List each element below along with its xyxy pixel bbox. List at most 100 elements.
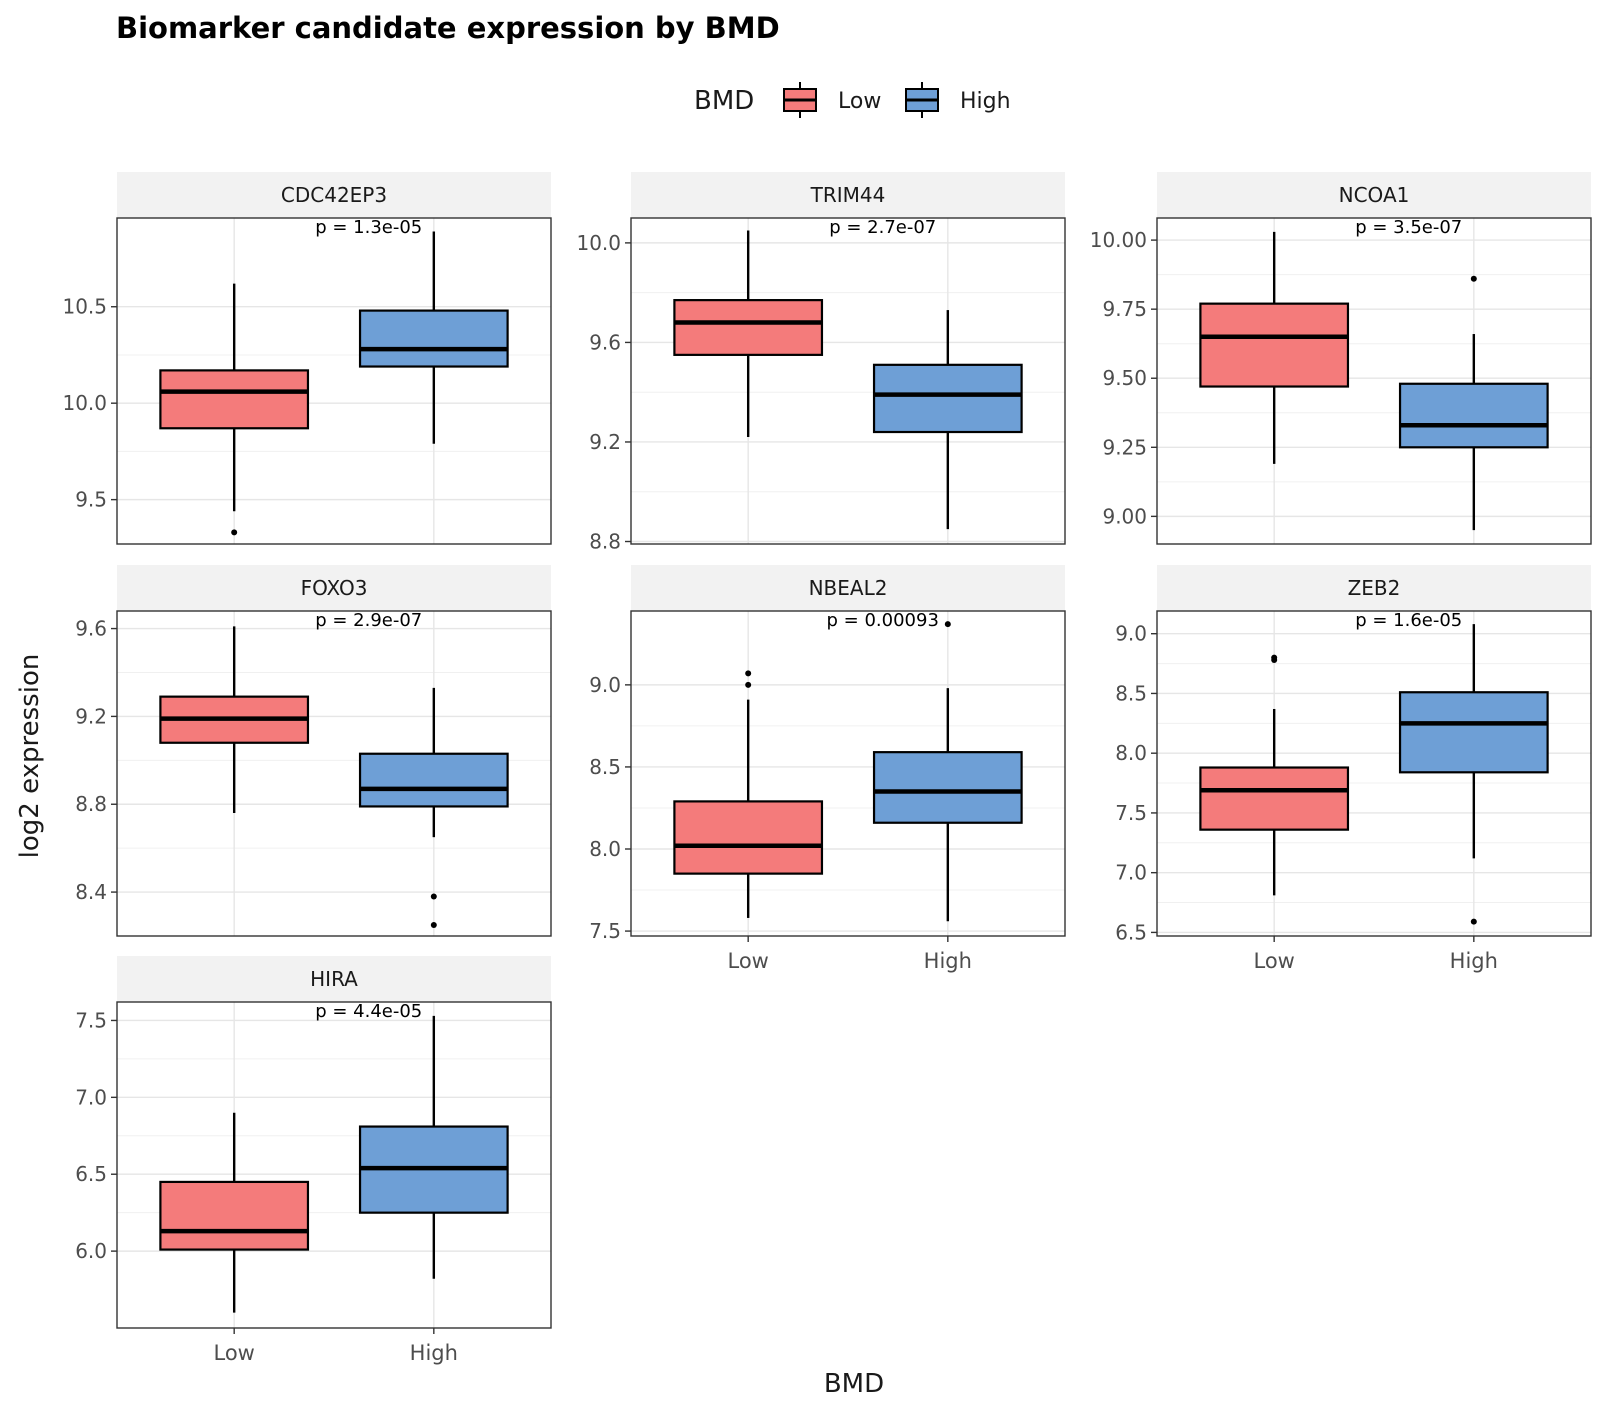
box-low — [1199, 654, 1350, 896]
outlier-point — [944, 621, 951, 628]
box-iqr — [358, 752, 509, 808]
panel-border — [116, 610, 552, 937]
panel-border — [630, 217, 1066, 545]
y-tick-label: 7.5 — [1115, 801, 1147, 825]
outlier-point — [745, 681, 752, 688]
y-tick-label: 8.0 — [589, 837, 621, 861]
panel-border — [1156, 610, 1592, 937]
x-tick-label: Low — [214, 1341, 255, 1365]
y-tick-label: 6.5 — [1115, 920, 1147, 944]
box-high — [358, 687, 509, 929]
box-high — [358, 231, 509, 444]
p-value-label: p = 1.6e-05 — [1355, 610, 1462, 631]
outlier-point — [231, 529, 238, 536]
p-value-label: p = 1.3e-05 — [315, 217, 422, 238]
outlier-point — [745, 670, 752, 677]
legend-label-low: Low — [838, 89, 881, 114]
box-low — [673, 230, 824, 437]
panel-border — [116, 1001, 552, 1329]
x-tick-label: Low — [728, 949, 769, 973]
y-tick-label: 8.0 — [1115, 741, 1147, 765]
facet-trim44: TRIM44 8.8 9.2 9.6 10.0 p = 2.7e-07 — [576, 172, 1066, 554]
legend-key-low — [783, 82, 817, 118]
legend-label-high: High — [960, 89, 1011, 114]
y-tick-label: 10.5 — [62, 295, 107, 319]
box-iqr — [1398, 382, 1549, 449]
box-iqr — [159, 369, 310, 430]
y-tick-label: 9.00 — [1102, 504, 1147, 528]
y-tick-label: 7.0 — [75, 1085, 107, 1109]
y-tick-label: 6.0 — [75, 1239, 107, 1263]
outlier-point — [1470, 275, 1477, 282]
facet-strip-label: HIRA — [310, 967, 358, 991]
box-low — [1199, 231, 1350, 464]
facet-strip — [631, 565, 1065, 611]
facet-strip-label: NCOA1 — [1339, 183, 1410, 207]
outlier-point — [430, 893, 437, 900]
box-iqr — [673, 800, 824, 875]
box-iqr — [872, 363, 1023, 434]
y-tick-label: 6.5 — [75, 1162, 107, 1186]
legend: BMD Low High — [694, 82, 1011, 118]
y-tick-label: 9.6 — [75, 617, 107, 641]
y-axis-title: log2 expression — [15, 654, 45, 859]
facet-strip — [117, 565, 551, 611]
legend-key-high — [905, 82, 939, 118]
y-tick-label: 7.0 — [1115, 861, 1147, 885]
box-low — [673, 670, 824, 918]
panel-border — [116, 217, 552, 545]
y-tick-label: 8.5 — [589, 755, 621, 779]
facet-strip — [117, 172, 551, 218]
facet-strip — [1157, 565, 1591, 611]
outlier-point — [430, 922, 437, 929]
facet-strip — [1157, 172, 1591, 218]
box-low — [159, 1112, 310, 1313]
p-value-label: p = 4.4e-05 — [315, 1001, 422, 1022]
facet-hira: HIRA 6.0 6.5 7.0 7.5 Low High p = 4.4e-05 — [75, 956, 552, 1365]
facet-nbeal2: NBEAL2 7.5 8.0 8.5 9.0 Low High p = 0.00093 — [589, 565, 1066, 973]
box-iqr — [1199, 302, 1350, 388]
box-high — [1398, 624, 1549, 925]
facet-strip — [631, 172, 1065, 218]
box-high — [872, 621, 1023, 922]
box-low — [159, 283, 310, 536]
legend-title: BMD — [694, 86, 754, 116]
y-tick-label: 9.6 — [589, 330, 621, 354]
facet-strip-label: FOXO3 — [301, 576, 368, 600]
x-axis-title: BMD — [824, 1369, 884, 1399]
p-value-label: p = 0.00093 — [827, 610, 939, 631]
box-high — [872, 310, 1023, 530]
box-iqr — [358, 309, 509, 368]
y-tick-label: 8.5 — [1115, 681, 1147, 705]
x-tick-label: High — [1450, 949, 1498, 973]
y-tick-label: 9.50 — [1102, 366, 1147, 390]
facet-ncoa1: NCOA1 9.00 9.25 9.50 9.75 10.00 p = 3.5e-07 — [1090, 172, 1592, 545]
x-tick-label: High — [410, 1341, 458, 1365]
y-tick-label: 10.0 — [576, 231, 621, 255]
y-tick-label: 7.5 — [75, 1008, 107, 1032]
facet-zeb2: ZEB2 6.5 7.0 7.5 8.0 8.5 9.0 Low High p = 1.6e-05 — [1115, 565, 1592, 973]
p-value-label: p = 3.5e-07 — [1355, 217, 1462, 238]
y-tick-label: 9.2 — [75, 704, 107, 728]
y-tick-label: 8.8 — [589, 530, 621, 554]
panel-border — [630, 610, 1066, 937]
outlier-point — [1470, 918, 1477, 925]
box-high — [358, 1015, 509, 1279]
y-tick-label: 8.4 — [75, 880, 107, 904]
box-iqr — [872, 751, 1023, 824]
panel-border — [1156, 217, 1592, 545]
facet-strip-label: ZEB2 — [1348, 576, 1401, 600]
y-tick-label: 9.75 — [1102, 297, 1147, 321]
gridlines — [1157, 611, 1591, 936]
box-low — [159, 626, 310, 814]
outlier-point — [1271, 654, 1278, 661]
facet-strip — [117, 956, 551, 1002]
facet-foxo3: FOXO3 8.4 8.8 9.2 9.6 p = 2.9e-07 — [75, 565, 552, 937]
facet-strip-label: CDC42EP3 — [281, 183, 387, 207]
y-tick-label: 9.5 — [75, 488, 107, 512]
y-tick-label: 9.2 — [589, 430, 621, 454]
x-tick-label: Low — [1254, 949, 1295, 973]
p-value-label: p = 2.7e-07 — [829, 217, 936, 238]
y-tick-label: 7.5 — [589, 919, 621, 943]
